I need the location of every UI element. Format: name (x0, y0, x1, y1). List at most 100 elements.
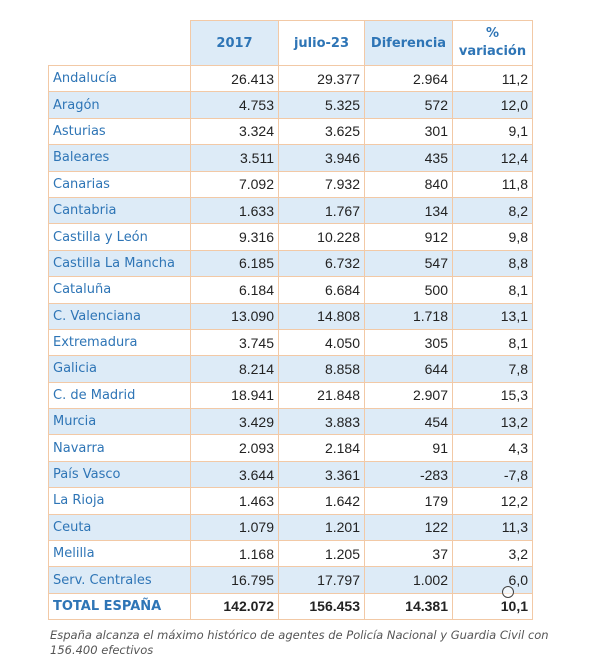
total-julio-23: 156.453 (278, 592, 365, 620)
header-diferencia: Diferencia (364, 20, 453, 66)
table-row: Cantabria 1.633 1.767 134 8,2 (48, 196, 533, 225)
value-julio-23: 3.946 (278, 144, 365, 172)
value-julio-23: 3.625 (278, 117, 365, 146)
total-row: TOTAL ESPAÑA 142.072 156.453 14.381 10,1 (48, 592, 533, 620)
value-julio-23: 6.684 (278, 276, 365, 304)
value-diferencia: 2.964 (364, 64, 453, 93)
value-diferencia: 912 (364, 223, 453, 251)
table-row: Aragón 4.753 5.325 572 12,0 (48, 91, 533, 119)
value-diferencia: 547 (364, 249, 453, 278)
region-cell: Melilla (48, 540, 191, 568)
header-pct-label: variación (458, 44, 527, 59)
value-variacion: 11,3 (452, 513, 533, 542)
value-variacion: 4,3 (452, 434, 533, 462)
value-2017: 16.795 (190, 566, 279, 594)
value-variacion: 8,2 (452, 196, 533, 225)
table-row: C. de Madrid 18.941 21.848 2.907 15,3 (48, 381, 533, 410)
region-cell: Baleares (48, 144, 191, 172)
table-row: C. Valenciana 13.090 14.808 1.718 13,1 (48, 302, 533, 330)
total-variacion: 10,1 (452, 592, 533, 620)
table-row: Canarias 7.092 7.932 840 11,8 (48, 170, 533, 198)
value-diferencia: 644 (364, 355, 453, 383)
table-row: Cataluña 6.184 6.684 500 8,1 (48, 276, 533, 304)
table-header: 2017 julio-23 Diferencia % variación (48, 20, 533, 66)
value-julio-23: 5.325 (278, 91, 365, 119)
region-cell: C. Valenciana (48, 302, 191, 330)
value-variacion: 8,1 (452, 276, 533, 304)
table-body: Andalucía 26.413 29.377 2.964 11,2 Aragón 4.75… (48, 64, 533, 594)
value-2017: 6.185 (190, 249, 279, 278)
region-cell: Castilla y León (48, 223, 191, 251)
value-2017: 8.214 (190, 355, 279, 383)
table-row: Melilla 1.168 1.205 37 3,2 (48, 540, 533, 568)
value-julio-23: 3.883 (278, 408, 365, 436)
value-2017: 3.511 (190, 144, 279, 172)
table-row: Navarra 2.093 2.184 91 4,3 (48, 434, 533, 462)
value-julio-23: 17.797 (278, 566, 365, 594)
value-variacion: 11,2 (452, 64, 533, 93)
value-diferencia: 179 (364, 487, 453, 515)
table-row: Serv. Centrales 16.795 17.797 1.002 6,0 (48, 566, 533, 594)
value-variacion: 7,8 (452, 355, 533, 383)
value-julio-23: 1.201 (278, 513, 365, 542)
value-diferencia: 435 (364, 144, 453, 172)
region-cell: Serv. Centrales (48, 566, 191, 594)
value-variacion: 6,0 (452, 566, 533, 594)
header-corner-cell (48, 20, 191, 66)
value-2017: 13.090 (190, 302, 279, 330)
value-diferencia: 1.718 (364, 302, 453, 330)
value-diferencia: 301 (364, 117, 453, 146)
region-cell: C. de Madrid (48, 381, 191, 410)
value-2017: 1.463 (190, 487, 279, 515)
table-row: Castilla y León 9.316 10.228 912 9,8 (48, 223, 533, 251)
value-variacion: 11,8 (452, 170, 533, 198)
value-diferencia: 1.002 (364, 566, 453, 594)
value-2017: 3.644 (190, 460, 279, 489)
busy-cursor-icon (502, 586, 514, 598)
value-2017: 4.753 (190, 91, 279, 119)
value-diferencia: 37 (364, 540, 453, 568)
value-2017: 1.633 (190, 196, 279, 225)
region-cell: Andalucía (48, 64, 191, 93)
table-row: País Vasco 3.644 3.361 -283 -7,8 (48, 460, 533, 489)
value-julio-23: 4.050 (278, 328, 365, 357)
value-diferencia: 454 (364, 408, 453, 436)
region-cell: País Vasco (48, 460, 191, 489)
value-diferencia: 122 (364, 513, 453, 542)
value-2017: 1.079 (190, 513, 279, 542)
header-pct-symbol: % (485, 26, 500, 41)
value-variacion: -7,8 (452, 460, 533, 489)
value-2017: 6.184 (190, 276, 279, 304)
value-2017: 18.941 (190, 381, 279, 410)
value-2017: 9.316 (190, 223, 279, 251)
value-2017: 3.324 (190, 117, 279, 146)
region-cell: La Rioja (48, 487, 191, 515)
region-cell: Asturias (48, 117, 191, 146)
value-julio-23: 21.848 (278, 381, 365, 410)
total-label: TOTAL ESPAÑA (48, 592, 191, 620)
value-variacion: 9,1 (452, 117, 533, 146)
value-julio-23: 7.932 (278, 170, 365, 198)
value-variacion: 12,0 (452, 91, 533, 119)
region-cell: Castilla La Mancha (48, 249, 191, 278)
total-2017: 142.072 (190, 592, 279, 620)
header-variacion: % variación (452, 20, 533, 66)
value-diferencia: 134 (364, 196, 453, 225)
value-julio-23: 2.184 (278, 434, 365, 462)
value-julio-23: 1.642 (278, 487, 365, 515)
value-diferencia: 91 (364, 434, 453, 462)
value-2017: 26.413 (190, 64, 279, 93)
header-2017: 2017 (190, 20, 279, 66)
value-diferencia: 840 (364, 170, 453, 198)
value-julio-23: 8.858 (278, 355, 365, 383)
value-julio-23: 1.205 (278, 540, 365, 568)
data-table: 2017 julio-23 Diferencia % variación And… (48, 20, 533, 620)
value-julio-23: 6.732 (278, 249, 365, 278)
figure: 2017 julio-23 Diferencia % variación And… (48, 20, 549, 658)
value-variacion: 3,2 (452, 540, 533, 568)
value-julio-23: 10.228 (278, 223, 365, 251)
table-row: Baleares 3.511 3.946 435 12,4 (48, 144, 533, 172)
table-row: Murcia 3.429 3.883 454 13,2 (48, 408, 533, 436)
value-variacion: 12,2 (452, 487, 533, 515)
value-diferencia: 500 (364, 276, 453, 304)
